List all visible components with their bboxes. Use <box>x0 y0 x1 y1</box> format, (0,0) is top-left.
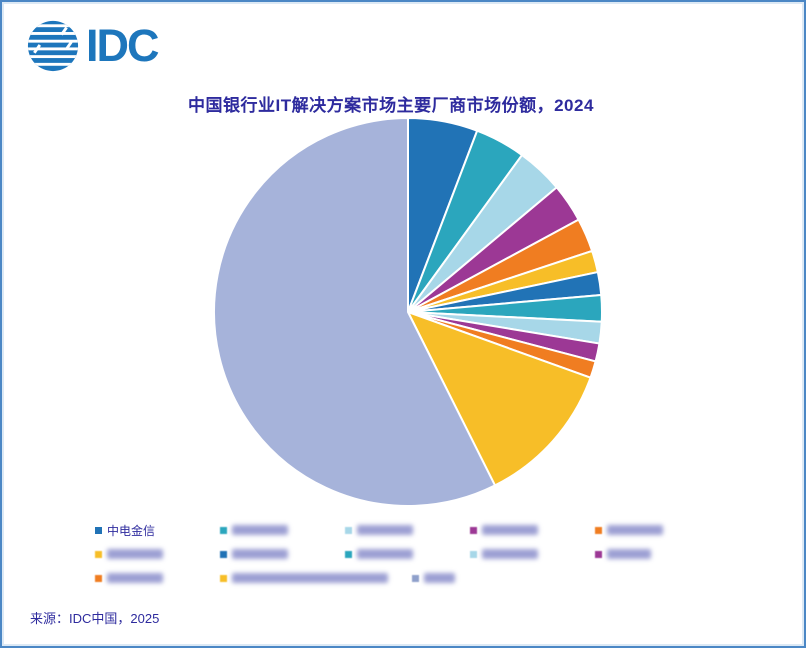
legend-marker-icon <box>95 550 102 558</box>
legend-item-13 <box>412 571 455 585</box>
legend-marker-icon <box>95 526 102 534</box>
pie-slice-13 <box>213 117 496 507</box>
legend-item-9 <box>470 547 538 561</box>
legend-item-7 <box>220 547 288 561</box>
legend-marker-icon <box>470 526 477 534</box>
legend-marker-icon <box>220 574 227 582</box>
idc-logo: IDC <box>26 19 159 73</box>
source-note: 来源：IDC中国，2025 <box>30 611 160 626</box>
legend-item-3 <box>345 523 413 537</box>
legend-label-blurred <box>482 549 538 559</box>
pie-slice-12 <box>407 311 592 487</box>
idc-logo-text: IDC <box>86 20 159 71</box>
legend-label-blurred <box>357 549 413 559</box>
legend-marker-icon <box>220 550 227 558</box>
legend-item-11 <box>95 571 163 585</box>
legend-label-blurred <box>357 525 413 535</box>
chart-legend: 中电金信 <box>95 523 785 597</box>
legend-item-6 <box>95 547 163 561</box>
pie-chart <box>213 117 603 507</box>
legend-label-blurred <box>232 549 288 559</box>
legend-item-1: 中电金信 <box>95 523 156 538</box>
legend-marker-icon <box>345 526 352 534</box>
legend-item-10 <box>595 547 651 561</box>
legend-item-5 <box>595 523 663 537</box>
legend-item-4 <box>470 523 538 537</box>
legend-marker-icon <box>95 574 102 582</box>
legend-label-blurred <box>607 525 663 535</box>
legend-label: 中电金信 <box>107 523 156 538</box>
legend-item-2 <box>220 523 288 537</box>
legend-item-12 <box>220 571 388 585</box>
legend-label-blurred <box>107 549 163 559</box>
legend-marker-icon <box>595 550 602 558</box>
chart-title: 中国银行业IT解决方案市场主要厂商市场份额，2024 <box>188 96 594 115</box>
legend-label-blurred <box>482 525 538 535</box>
legend-label-blurred <box>607 549 651 559</box>
idc-globe-icon <box>27 20 79 72</box>
legend-label-blurred <box>232 573 388 583</box>
legend-label-blurred <box>107 573 163 583</box>
legend-label-blurred <box>232 525 288 535</box>
legend-marker-icon <box>412 574 419 582</box>
legend-marker-icon <box>345 550 352 558</box>
legend-marker-icon <box>470 550 477 558</box>
legend-marker-icon <box>220 526 227 534</box>
legend-label-blurred <box>424 573 455 583</box>
legend-marker-icon <box>595 526 602 534</box>
legend-item-8 <box>345 547 413 561</box>
